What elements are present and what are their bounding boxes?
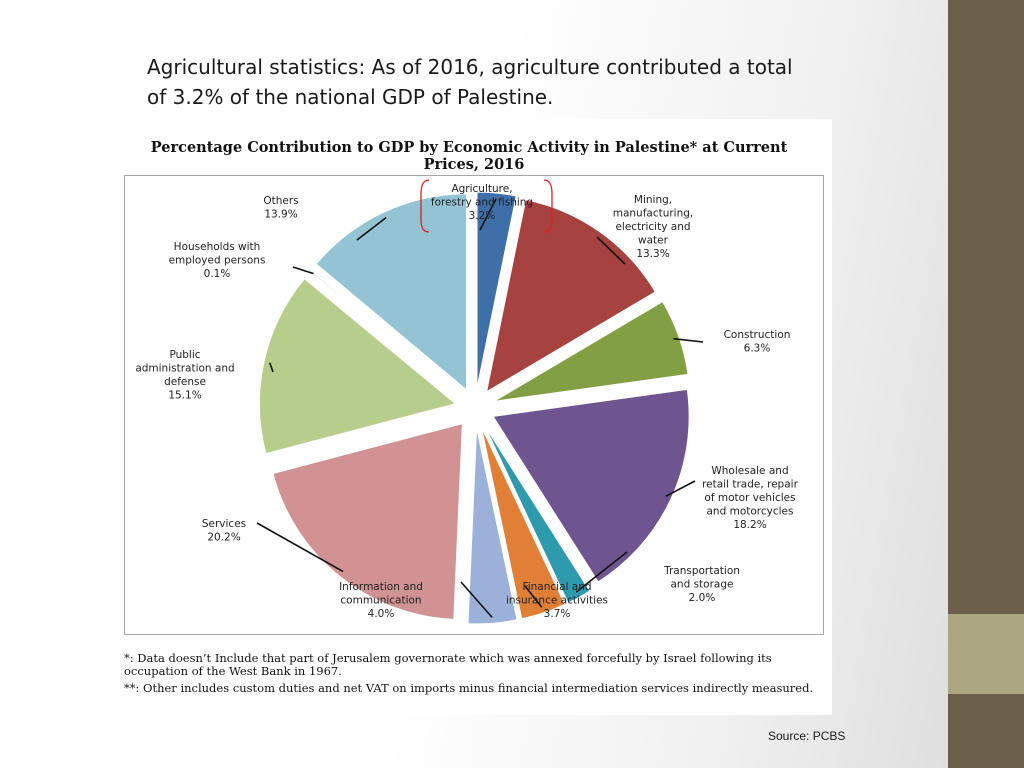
footnote-jerusalem: *: Data doesn’t Include that part of Jer… — [124, 651, 772, 678]
slice-category-label: Construction — [724, 329, 791, 341]
highlight-bracket-right — [543, 179, 553, 233]
leader-line-0 — [479, 198, 497, 231]
leader-line-3 — [665, 480, 696, 498]
right-decor-accent — [948, 614, 1024, 694]
pie-slice-6 — [467, 427, 518, 625]
slice-category-label: Services — [202, 518, 246, 530]
slice-category-label: employed persons — [169, 255, 266, 267]
slice-label-10: Others 13.9% — [263, 195, 298, 221]
pie-slice-8 — [258, 278, 457, 455]
slice-label-8: Public administration and defense 15.1% — [135, 349, 234, 402]
leader-line-4 — [575, 551, 628, 593]
slice-label-3: Wholesale and retail trade, repair of moto… — [702, 465, 799, 531]
source-note: Source: PCBS — [768, 729, 846, 743]
slice-category-label: communication — [340, 595, 421, 607]
slice-category-label: Public — [169, 349, 200, 361]
slice-value-label: 4.0% — [368, 608, 395, 620]
leader-line-8 — [269, 362, 274, 373]
pie-slice-3 — [492, 388, 690, 583]
slice-value-label: 3.7% — [544, 608, 571, 620]
leader-line-6 — [460, 581, 493, 618]
slice-category-label: of motor vehicles — [704, 492, 795, 504]
slice-value-label: 20.2% — [207, 532, 240, 544]
slice-label-4: Transportation and storage 2.0% — [663, 565, 740, 604]
slide-title: Agricultural statistics: As of 2016, agr… — [147, 55, 793, 109]
slice-value-label: 15.1% — [168, 390, 201, 402]
slice-category-label: water — [638, 235, 669, 247]
slice-label-9: Households with employed persons 0.1% — [169, 241, 266, 280]
leader-line-7 — [256, 522, 344, 573]
chart-title-line-2: Prices, 2016 — [423, 156, 525, 173]
footnote-others: **: Other includes custom duties and net… — [124, 681, 814, 695]
slice-label-5: Financial and insurance activities 3.7% — [506, 581, 608, 620]
slice-category-label: Mining, — [634, 194, 672, 206]
leader-line-9 — [292, 266, 314, 275]
leader-line-10 — [356, 216, 387, 241]
slice-label-1: Mining, manufacturing, electricity and wate… — [613, 194, 694, 260]
slice-value-label: 3.2% — [469, 210, 496, 222]
pie-slice-1 — [485, 199, 656, 393]
highlight-bracket-left — [420, 179, 430, 233]
slice-label-0: Agriculture, forestry and fishing 3.2% — [431, 183, 533, 222]
slice-category-label: Others — [263, 195, 298, 207]
slice-label-7: Services 20.2% — [202, 518, 246, 544]
slice-category-label: and motorcycles — [707, 506, 794, 518]
slice-label-6: Information and communication 4.0% — [339, 581, 423, 620]
slice-category-label: manufacturing, — [613, 208, 694, 220]
slice-category-label: Households with — [174, 241, 261, 253]
chart-title: Percentage Contribution to GDP by Econom… — [116, 139, 832, 173]
leader-line-5 — [524, 585, 543, 608]
slice-category-label: Agriculture, — [451, 183, 512, 195]
slice-category-label: forestry and fishing — [431, 197, 533, 209]
leader-line-1 — [596, 236, 626, 265]
pie-slice-7 — [272, 422, 463, 620]
slice-category-label: insurance activities — [506, 595, 608, 607]
slice-category-label: Financial and — [522, 581, 591, 593]
slice-category-label: administration and — [135, 363, 234, 375]
pie-slice-9 — [307, 268, 460, 396]
slice-value-label: 2.0% — [689, 592, 716, 604]
slice-category-label: retail trade, repair — [702, 479, 799, 491]
slice-category-label: Transportation — [663, 565, 740, 577]
slice-category-label: Information and — [339, 581, 423, 593]
pie-slice-0 — [476, 191, 517, 389]
slice-value-label: 0.1% — [204, 268, 231, 280]
chart-figure: Percentage Contribution to GDP by Econom… — [116, 119, 832, 715]
leader-line-2 — [673, 337, 704, 343]
slice-category-label: electricity and — [615, 221, 690, 233]
slice-value-label: 18.2% — [733, 519, 766, 531]
pie-chart: Agriculture, forestry and fishing 3.2% Mini… — [135, 179, 799, 625]
chart-title-line-1: Percentage Contribution to GDP by Econom… — [150, 139, 788, 156]
pie-slice-2 — [493, 300, 689, 402]
slice-value-label: 13.3% — [636, 248, 669, 260]
slice-value-label: 6.3% — [744, 343, 771, 355]
pie-slice-5 — [480, 426, 566, 620]
slice-category-label: and storage — [671, 579, 734, 591]
slice-label-2: Construction 6.3% — [724, 329, 791, 355]
slice-category-label: defense — [164, 376, 206, 388]
slice-category-label: Wholesale and — [711, 465, 788, 477]
chart-frame: Agriculture, forestry and fishing 3.2% Mini… — [124, 175, 824, 635]
slice-value-label: 13.9% — [264, 209, 297, 221]
pie-slice-4 — [484, 425, 591, 604]
pie-slice-10 — [315, 193, 467, 391]
